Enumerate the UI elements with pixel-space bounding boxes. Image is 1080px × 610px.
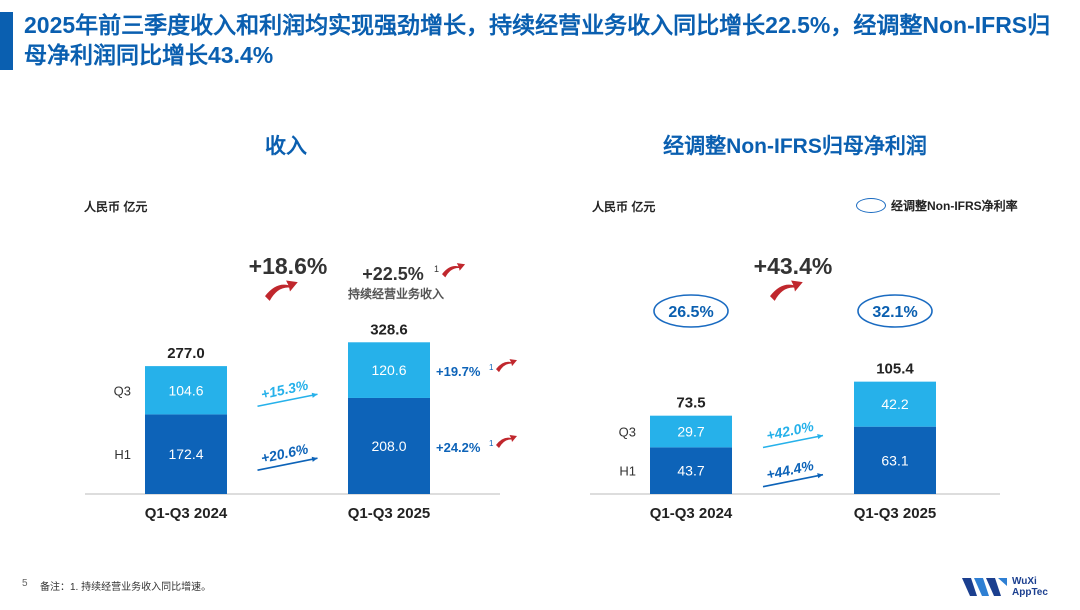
profit-unit-label: 人民币 亿元 — [592, 200, 656, 214]
cont-h1-arrow — [496, 434, 517, 448]
cont-h1-sup: 1 — [489, 439, 494, 448]
growth-arrow-h1 — [762, 473, 824, 488]
cont-q3-sup: 1 — [489, 363, 494, 372]
profit-chart: 43.7 29.7 73.5 Q1-Q3 2024 63.1 42.2 105.4 Q1-Q3… — [590, 253, 1000, 522]
growth-arrow-q3 — [762, 434, 824, 449]
data-label-q3-1: 42.2 — [881, 396, 908, 412]
net-margin-oval-1 — [857, 294, 933, 328]
x-tick-label-1: Q1-Q3 2025 — [854, 505, 937, 522]
page-number: 5 — [22, 578, 28, 589]
bar-q3-1 — [854, 381, 936, 427]
growth-label-q3: +42.0% — [765, 418, 816, 444]
continuing-growth-sup: 1 — [434, 264, 439, 274]
cont-q3-arrow — [496, 359, 517, 373]
continuing-growth-arrow — [442, 263, 466, 278]
growth-arrow-q3-head — [817, 434, 823, 440]
data-label-h1-1: 208.0 — [371, 438, 406, 454]
bar-q3-1 — [348, 342, 430, 398]
net-margin-oval-0 — [653, 294, 729, 328]
series-label-q3: Q3 — [619, 425, 636, 440]
growth-arrow-h1 — [257, 457, 318, 471]
total-growth-arrow — [265, 280, 298, 301]
footnote: 备注：1. 持续经营业务收入同比增速。 — [40, 582, 212, 593]
growth-label-q3: +15.3% — [259, 376, 310, 402]
bar-q3-0 — [145, 366, 227, 415]
x-tick-label-0: Q1-Q3 2024 — [650, 505, 733, 522]
series-label-q3: Q3 — [114, 383, 131, 398]
total-growth-arrow — [770, 280, 803, 301]
data-label-q3-1: 120.6 — [371, 362, 406, 378]
total-label-1: 328.6 — [370, 321, 408, 338]
total-label-0: 73.5 — [676, 395, 705, 412]
page-title: 2025年前三季度收入和利润均实现强劲增长，持续经营业务收入同比增长22.5%，… — [24, 12, 1051, 68]
series-label-h1: H1 — [114, 447, 131, 462]
title-accent-bar — [0, 12, 13, 70]
revenue-chart-title: 收入 — [265, 135, 307, 158]
net-margin-legend: 经调整Non-IFRS净利率 — [856, 197, 1018, 214]
data-label-h1-0: 43.7 — [677, 463, 704, 479]
x-tick-label-1: Q1-Q3 2025 — [348, 505, 431, 522]
legend-oval-icon — [856, 198, 886, 213]
revenue-unit-label: 人民币 亿元 — [84, 200, 148, 214]
continuing-growth-label: +22.5% — [362, 264, 424, 284]
bar-h1-0 — [145, 414, 227, 494]
total-label-0: 277.0 — [167, 345, 205, 362]
bar-h1-0 — [650, 447, 732, 494]
cont-q3-label: +19.7% — [436, 364, 481, 379]
growth-arrow-h1-head — [817, 473, 823, 479]
x-tick-label-0: Q1-Q3 2024 — [145, 505, 228, 522]
bar-q3-0 — [650, 415, 732, 448]
profit-chart-title: 经调整Non-IFRS归母净利润 — [663, 135, 927, 158]
growth-label-h1: +20.6% — [259, 440, 310, 466]
data-label-q3-0: 29.7 — [677, 424, 704, 440]
total-growth-label: +18.6% — [249, 253, 328, 279]
growth-arrow-q3 — [257, 393, 318, 408]
wuxi-logo-icon — [962, 578, 1007, 596]
net-margin-label-0: 26.5% — [668, 304, 713, 321]
bar-h1-1 — [854, 426, 936, 494]
growth-arrow-h1-head — [311, 456, 318, 462]
total-label-1: 105.4 — [876, 361, 914, 378]
series-label-h1: H1 — [619, 464, 636, 479]
bar-h1-1 — [348, 397, 430, 494]
cont-h1-label: +24.2% — [436, 440, 481, 455]
legend-label: 经调整Non-IFRS净利率 — [891, 199, 1018, 213]
company-logo: WuXi AppTec — [962, 576, 1048, 598]
total-growth-label: +43.4% — [754, 253, 833, 279]
net-margin-label-1: 32.1% — [872, 304, 917, 321]
data-label-h1-0: 172.4 — [168, 446, 203, 462]
continuing-growth-caption: 持续经营业务收入 — [348, 286, 444, 301]
data-label-q3-0: 104.6 — [168, 382, 203, 398]
logo-text: WuXi AppTec — [1012, 576, 1048, 598]
growth-arrow-q3-head — [311, 392, 318, 398]
revenue-chart: 172.4 104.6 277.0 Q1-Q3 2024 208.0 120.6 328.6… — [85, 253, 517, 522]
growth-label-h1: +44.4% — [765, 457, 816, 483]
data-label-h1-1: 63.1 — [881, 452, 908, 468]
